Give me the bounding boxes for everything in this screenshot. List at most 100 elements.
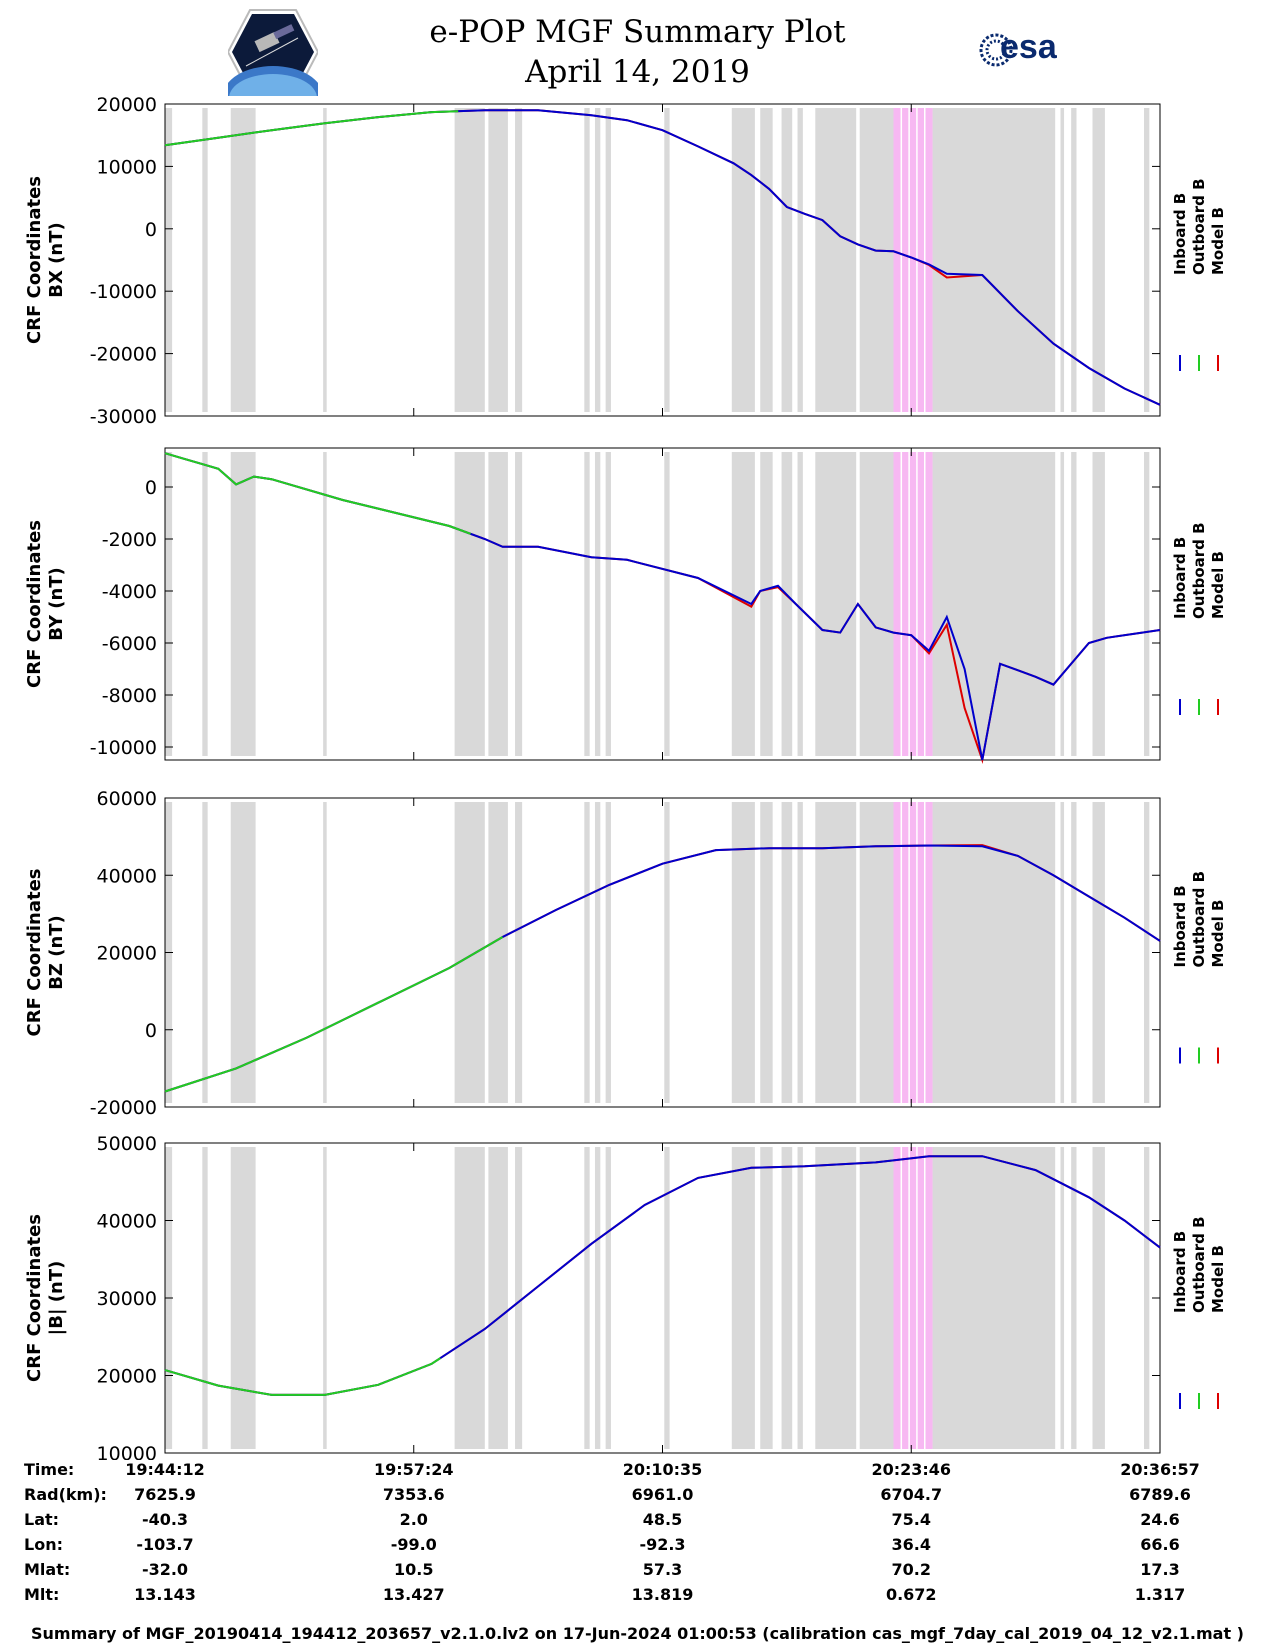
info-value: 66.6 [1140,1535,1180,1554]
y-axis-label: BX (nT) [46,222,67,297]
legend-label: Outboard B [1190,522,1208,619]
data-gap-band [230,1147,256,1449]
data-gap-band [594,108,601,412]
chart-bz: 60000 40000 20000 0 -20000 CRF Coordinates BZ … [24,788,1227,1119]
y-axis-label: |B| (nT) [46,1261,67,1336]
data-gap-band [815,1147,857,1449]
info-row-label: Time: [24,1460,75,1479]
page-title: e-POP MGF Summary Plot [429,14,846,50]
info-value: 6789.6 [1129,1485,1191,1504]
data-gap-band [815,802,857,1103]
data-gap-band [1060,452,1065,756]
info-row-label: Lat: [24,1510,60,1529]
data-gap-band [815,452,857,756]
y-tick-label: 40000 [97,1211,157,1233]
info-row-label: Mlat: [24,1560,71,1579]
data-gap-band [202,802,208,1103]
data-gap-band [797,452,803,756]
esa-text: esa [1000,28,1057,66]
data-gap-band [202,452,208,756]
info-value: 36.4 [891,1535,931,1554]
data-gap-band [323,1147,327,1449]
data-gap-band [760,108,773,412]
y-axis-label: BY (nT) [46,567,67,641]
data-gap-band [594,452,601,756]
series-outboard-b [164,452,471,535]
data-gap-band [781,1147,793,1449]
info-value: 13.143 [134,1585,196,1604]
data-gap-band [515,1147,523,1449]
y-tick-label: 20000 [97,94,157,116]
data-gap-band [664,802,670,1103]
data-gap-band [932,802,1056,1103]
series-outboard-b [164,110,459,147]
y-tick-label: -20000 [90,1097,157,1119]
y-tick-label: -10000 [90,281,157,303]
data-gap-band [605,108,611,412]
info-value: 57.3 [642,1560,683,1579]
legend-label: Model B [1209,900,1227,968]
series-outboard-b [164,1357,441,1396]
info-value: 10.5 [394,1560,434,1579]
legend-label: Outboard B [1190,1216,1208,1313]
info-value: 7625.9 [134,1485,196,1504]
data-gap-band [797,1147,803,1449]
data-gap-band [323,452,327,756]
data-gap-band [1060,802,1065,1103]
footer-summary: Summary of MGF_20190414_194412_203657_v2… [31,1624,1244,1643]
data-gap-band [488,802,508,1103]
highlight-band [893,802,933,1103]
data-gap-band [605,802,611,1103]
data-gap-band [202,1147,208,1449]
info-value: 2.0 [399,1510,428,1529]
info-row-label: Rad(km): [24,1485,107,1504]
y-tick-label: 40000 [97,865,157,887]
info-value: -103.7 [136,1535,194,1554]
data-gap-band [454,108,485,412]
y-tick-label: -2000 [102,529,157,551]
data-gap-band [584,802,590,1103]
page-date: April 14, 2019 [525,54,750,90]
data-gap-band [584,108,590,412]
data-gap-band [760,802,773,1103]
data-gap-band [932,452,1056,756]
legend-label: Inboard B [1171,1231,1189,1313]
legend-label: Inboard B [1171,193,1189,275]
y-axis-label: CRF Coordinates [24,869,45,1037]
y-tick-label: 10000 [97,156,157,178]
info-row: Rad(km): 7625.9 7353.6 6961.0 6704.7 6789.6 [0,1485,1275,1509]
info-row: Lat: -40.3 2.0 48.5 75.4 24.6 [0,1510,1275,1534]
data-gap-band [1092,802,1105,1103]
info-value: 20:23:46 [871,1460,952,1479]
data-gap-band [1060,108,1065,412]
data-gap-band [932,108,1056,412]
y-axis-label: CRF Coordinates [24,1214,45,1382]
highlight-band [893,452,933,756]
info-value: 13.819 [631,1585,694,1604]
data-gap-band [781,108,793,412]
data-gap-band [515,108,523,412]
chart-bmag: 50000 40000 30000 20000 10000 CRF Coordinates… [24,1133,1227,1460]
data-gap-band [165,452,173,756]
data-gap-band [605,1147,611,1449]
data-gap-band [1144,452,1150,756]
data-gap-band [1071,802,1077,1103]
info-row-label: Lon: [24,1535,63,1554]
info-value: 6961.0 [631,1485,694,1504]
data-gap-band [932,1147,1056,1449]
data-gap-band [230,452,256,756]
y-tick-label: -10000 [90,737,157,759]
y-tick-label: 0 [145,1020,157,1042]
info-value: -92.3 [639,1535,686,1554]
info-value: 70.2 [891,1560,931,1579]
data-gap-band [664,108,670,412]
y-axis-label: CRF Coordinates [24,520,45,688]
data-gap-band [859,452,894,756]
data-gap-band [594,1147,601,1449]
y-tick-label: -30000 [90,406,157,428]
data-gap-band [230,108,256,412]
y-tick-label: 0 [145,477,157,499]
highlight-band [893,108,933,412]
info-value: 17.3 [1140,1560,1180,1579]
